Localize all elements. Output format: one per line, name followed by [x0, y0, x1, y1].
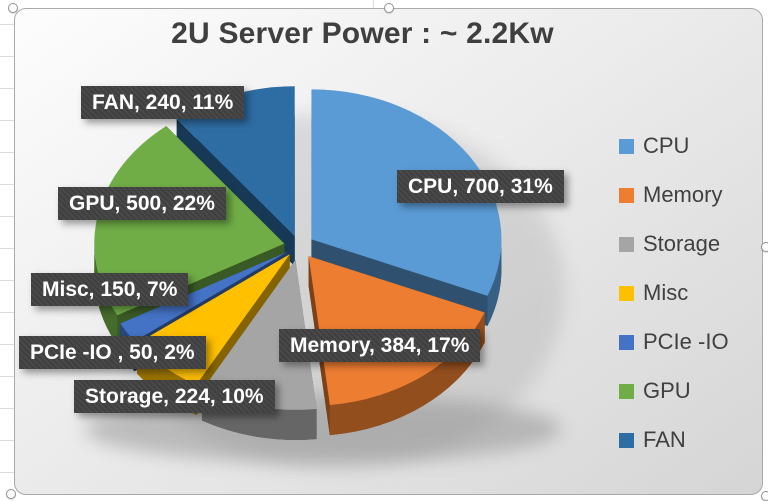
pie-slice-rim-gpu	[94, 243, 118, 346]
selection-handle-right-middle[interactable]	[761, 242, 768, 252]
legend-label: Storage	[643, 231, 721, 256]
legend-swatch-pcie-io	[619, 334, 634, 350]
legend-label: GPU	[643, 378, 691, 403]
spreadsheet-column-gridline	[373, 0, 374, 9]
data-label-storage[interactable]: Storage, 224, 10%	[74, 380, 275, 413]
legend-swatch-memory	[619, 187, 634, 203]
pie-slice-pcie-io[interactable]	[120, 251, 288, 342]
legend-swatch-storage	[619, 236, 634, 252]
spreadsheet-gridlines	[0, 0, 15, 501]
pie-slice-side-pcie-io	[120, 251, 288, 354]
legend-label: Misc	[643, 280, 689, 305]
legend-item-gpu[interactable]: GPU	[619, 379, 729, 403]
chart-canvas[interactable]: 2U Server Power : ~ 2.2Kw CPU, 700, 31% …	[14, 8, 763, 495]
legend-label: FAN	[643, 427, 686, 452]
legend-swatch-cpu	[619, 138, 634, 154]
legend-item-storage[interactable]: Storage	[619, 232, 729, 256]
selection-handle-bottom-left[interactable]	[6, 489, 16, 499]
legend-swatch-misc	[619, 285, 634, 301]
legend-item-memory[interactable]: Memory	[619, 183, 729, 207]
selection-handle-bottom-right[interactable]	[761, 491, 768, 501]
legend-item-fan[interactable]: FAN	[619, 428, 729, 452]
legend-label: Memory	[643, 182, 723, 207]
pie-slice-fan[interactable]	[176, 86, 295, 237]
selection-handle-top-center[interactable]	[384, 3, 394, 13]
legend-label: PCIe -IO	[643, 329, 729, 354]
legend-swatch-fan	[619, 432, 634, 448]
pie-slice-rim-cpu	[487, 239, 502, 326]
data-label-fan[interactable]: FAN, 240, 11%	[81, 86, 245, 119]
data-label-cpu[interactable]: CPU, 700, 31%	[397, 170, 564, 203]
data-label-memory[interactable]: Memory, 384, 17%	[279, 329, 481, 362]
selection-handle-top-left[interactable]	[8, 3, 18, 13]
legend-item-pcie-io[interactable]: PCIe -IO	[619, 330, 729, 354]
legend-swatch-gpu	[619, 383, 634, 399]
legend-item-cpu[interactable]: CPU	[619, 134, 729, 158]
chart-title: 2U Server Power : ~ 2.2Kw	[171, 17, 554, 50]
chart-legend: CPU Memory Storage Misc PCIe -IO GPU FAN	[619, 134, 729, 452]
data-label-misc[interactable]: Misc, 150, 7%	[31, 273, 189, 306]
legend-label: CPU	[643, 133, 690, 158]
pie-slice-storage[interactable]	[201, 259, 317, 410]
data-label-pcie-io[interactable]: PCIe -IO , 50, 2%	[19, 336, 206, 369]
pie-slice-gpu[interactable]	[94, 126, 285, 316]
legend-item-misc[interactable]: Misc	[619, 281, 729, 305]
pie-slice-rim-memory	[329, 312, 485, 436]
data-label-gpu[interactable]: GPU, 500, 22%	[58, 187, 226, 220]
